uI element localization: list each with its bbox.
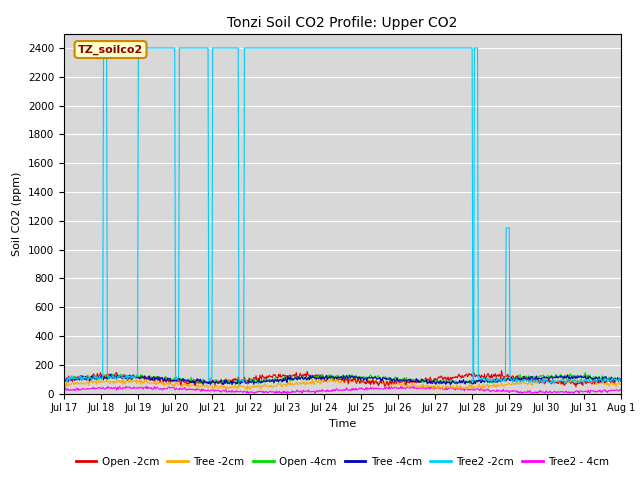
- X-axis label: Time: Time: [329, 419, 356, 429]
- Title: Tonzi Soil CO2 Profile: Upper CO2: Tonzi Soil CO2 Profile: Upper CO2: [227, 16, 458, 30]
- Legend: Open -2cm, Tree -2cm, Open -4cm, Tree -4cm, Tree2 -2cm, Tree2 - 4cm: Open -2cm, Tree -2cm, Open -4cm, Tree -4…: [72, 453, 613, 471]
- Text: TZ_soilco2: TZ_soilco2: [78, 44, 143, 55]
- Y-axis label: Soil CO2 (ppm): Soil CO2 (ppm): [12, 171, 22, 256]
